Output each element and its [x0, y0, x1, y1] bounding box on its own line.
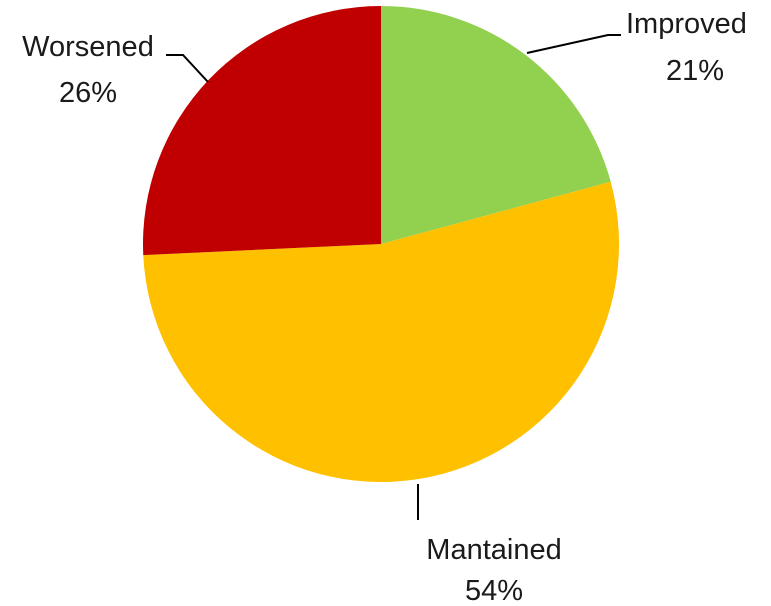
leader-line-worsened	[166, 54, 209, 83]
slice-value-mantained: 54%	[465, 575, 523, 606]
pie-slice-worsened	[143, 6, 381, 256]
slice-label-mantained: Mantained	[426, 534, 561, 566]
slice-value-worsened: 26%	[59, 77, 117, 109]
slice-value-improved: 21%	[666, 55, 724, 87]
leader-line-improved	[526, 34, 621, 54]
slice-label-worsened: Worsened	[22, 31, 154, 63]
pie-slices	[143, 6, 619, 482]
pie-slice-mantained	[143, 181, 619, 482]
leader-lines	[166, 34, 621, 520]
slice-label-improved: Improved	[626, 8, 747, 40]
pie-labels: Improved 21% Mantained 54% Worsened 26%	[22, 8, 747, 606]
pie-slice-improved	[381, 6, 611, 244]
